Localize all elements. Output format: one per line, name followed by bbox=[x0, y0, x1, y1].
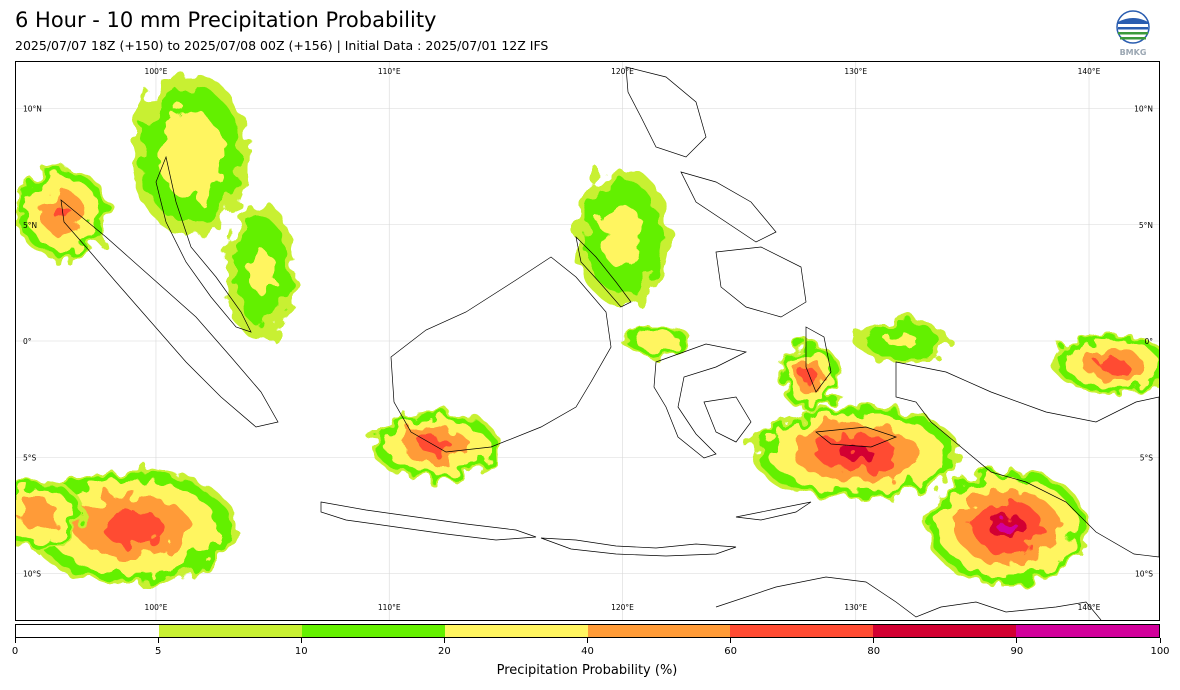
coastline-java bbox=[320, 501, 537, 541]
colorbar-tick-label: 20 bbox=[438, 646, 451, 657]
colorbar-tick-mark bbox=[157, 638, 159, 643]
colorbar-tick-label: 100 bbox=[1150, 646, 1170, 657]
precip-region-7 bbox=[622, 324, 693, 358]
lat-label-left: 0° bbox=[23, 337, 32, 346]
lon-label-top: 100°E bbox=[145, 67, 168, 76]
colorbar-segment-90-100 bbox=[1016, 625, 1159, 637]
precipitation-map: 100°E 100°E 110°E 110°E 120°E 120°E 130°E 130°E… bbox=[15, 61, 1160, 621]
colorbar-tick-mark bbox=[1159, 638, 1161, 643]
precip-region-6 bbox=[575, 166, 670, 307]
colorbar-tick-mark bbox=[587, 638, 588, 643]
colorbar bbox=[15, 624, 1160, 638]
coastline-palawan bbox=[575, 235, 632, 308]
precip-contour bbox=[601, 204, 644, 269]
coastline-malay-peninsula bbox=[155, 155, 252, 333]
coastline-sulawesi bbox=[653, 343, 748, 459]
colorbar-segment-10-20 bbox=[301, 625, 445, 637]
colorbar-label: Precipitation Probability (%) bbox=[496, 663, 678, 678]
precip-region-4 bbox=[225, 201, 296, 341]
lon-label-bottom: 100°E bbox=[145, 603, 168, 612]
precip-contour bbox=[997, 519, 1018, 535]
colorbar-tick-mark bbox=[443, 638, 445, 643]
coastline-visayas bbox=[680, 171, 777, 243]
coastline-luzon bbox=[625, 66, 707, 158]
precipitation-field bbox=[16, 73, 1159, 586]
precip-region-3 bbox=[132, 73, 250, 237]
lon-label-bottom: 120°E bbox=[611, 603, 634, 612]
colorbar-segment-40-60 bbox=[587, 625, 731, 637]
colorbar-segment-20-40 bbox=[444, 625, 588, 637]
coastline-australia-north bbox=[715, 576, 1102, 620]
coastline-lesser-sunda bbox=[540, 537, 737, 557]
colorbar-tick-label: 60 bbox=[724, 646, 737, 657]
lon-label-top: 110°E bbox=[378, 67, 401, 76]
precip-contour bbox=[158, 110, 224, 200]
lon-label-top: 120°E bbox=[611, 67, 634, 76]
colorbar-tick-mark bbox=[1016, 638, 1018, 643]
precip-contour bbox=[249, 248, 273, 294]
lat-label-left: 10°N bbox=[23, 105, 42, 114]
colorbar-segment-80-90 bbox=[873, 625, 1017, 637]
precip-region-12 bbox=[855, 317, 950, 365]
lat-label-left: 5°N bbox=[23, 221, 37, 230]
colorbar-segment-60-80 bbox=[730, 625, 874, 637]
precip-region-9 bbox=[750, 406, 961, 500]
lat-label-right: 10°S bbox=[1135, 570, 1153, 579]
precip-region-1 bbox=[16, 480, 86, 551]
colorbar-tick-label: 5 bbox=[154, 646, 162, 657]
lat-label-right: 10°N bbox=[1134, 105, 1153, 114]
lon-label-bottom: 130°E bbox=[844, 603, 867, 612]
coastlines bbox=[60, 66, 1159, 620]
coastline-timor bbox=[735, 501, 812, 521]
lon-label-top: 140°E bbox=[1078, 67, 1101, 76]
coastline-seram bbox=[815, 426, 898, 448]
precip-contour bbox=[887, 333, 918, 349]
precip-region-8 bbox=[778, 341, 840, 411]
lat-label-right: 5°S bbox=[1140, 453, 1154, 462]
precip-region-5 bbox=[370, 410, 502, 481]
colorbar-tick-label: 10 bbox=[294, 646, 308, 657]
colorbar-tick-mark bbox=[300, 638, 302, 643]
lon-label-bottom: 110°E bbox=[378, 603, 401, 612]
lon-label-top: 130°E bbox=[844, 67, 867, 76]
colorbar-tick-label: 80 bbox=[867, 646, 881, 657]
colorbar-segment-0-5 bbox=[16, 625, 159, 637]
lat-label-right: 5°N bbox=[1139, 221, 1153, 230]
precip-region-10 bbox=[925, 468, 1090, 586]
colorbar-tick-label: 40 bbox=[581, 646, 594, 657]
chart-subtitle: 2025/07/07 18Z (+150) to 2025/07/08 00Z … bbox=[15, 38, 549, 53]
svg-text:BMKG: BMKG bbox=[1120, 48, 1147, 56]
colorbar-tick-mark bbox=[14, 638, 16, 643]
lat-label-left: 5°S bbox=[23, 453, 37, 462]
precip-region-11 bbox=[1054, 334, 1159, 395]
lon-label-bottom: 140°E bbox=[1078, 603, 1101, 612]
map-canvas: 100°E 100°E 110°E 110°E 120°E 120°E 130°E 130°E… bbox=[16, 62, 1159, 620]
colorbar-tick-label: 0 bbox=[11, 646, 19, 657]
colorbar-tick-mark bbox=[730, 638, 732, 643]
colorbar-tick-mark bbox=[873, 638, 875, 643]
lat-label-right: 0° bbox=[1144, 337, 1153, 346]
coastline-sumatra bbox=[60, 199, 279, 428]
coastline-halmahera bbox=[805, 326, 832, 393]
colorbar-segment-5-10 bbox=[158, 625, 302, 637]
precip-contour bbox=[839, 445, 873, 460]
chart-title: 6 Hour - 10 mm Precipitation Probability bbox=[15, 8, 437, 32]
precip-contour bbox=[801, 367, 817, 385]
precip-contour bbox=[19, 500, 60, 531]
precip-contour bbox=[1098, 357, 1127, 372]
bmkg-logo: BMKG bbox=[1114, 10, 1152, 57]
colorbar-tick-label: 90 bbox=[1010, 646, 1024, 657]
precip-contour bbox=[101, 509, 164, 545]
coastline-sulawesi-southeast bbox=[703, 396, 752, 443]
coastline-mindanao bbox=[715, 246, 807, 318]
map-labels: 100°E 100°E 110°E 110°E 120°E 120°E 130°E 130°E… bbox=[23, 67, 1153, 612]
precip-contour bbox=[635, 331, 679, 351]
lat-label-left: 10°S bbox=[23, 570, 41, 579]
coastline-borneo bbox=[390, 256, 612, 453]
coastline-new-guinea bbox=[895, 361, 1159, 558]
precip-region-0 bbox=[27, 468, 238, 586]
